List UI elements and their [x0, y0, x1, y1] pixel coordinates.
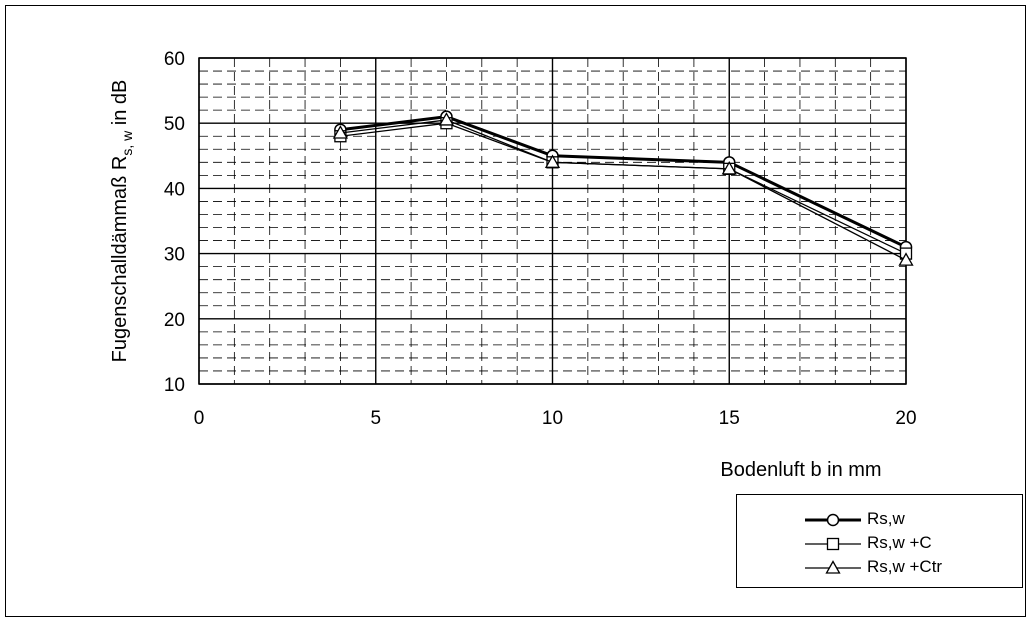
y-axis-title: Fugenschalldämmaß Rs, w in dB: [109, 80, 135, 363]
data-point-triangle: [438, 112, 455, 126]
data-point-triangle: [898, 252, 914, 266]
legend-label: Rs,w +C: [867, 533, 932, 552]
legend: Rs,w Rs,w +C Rs,w +Ctr: [736, 494, 1023, 588]
y-tick-label: 50: [164, 114, 185, 135]
x-tick-label: 5: [370, 408, 381, 429]
x-tick-labels: 0 5 10 15 20: [194, 408, 917, 429]
line-chart: 10 20 30 40 50 60 0 5 10 15 20 Fugenschalldämmaß …: [109, 49, 917, 481]
y-tick-label: 40: [164, 179, 185, 200]
legend-item-rs-w-ctr: Rs,w +Ctr: [737, 556, 1022, 580]
y-tick-label: 60: [164, 49, 185, 70]
legend-triangle-marker-icon: [805, 560, 861, 574]
x-tick-label: 20: [895, 408, 916, 429]
legend-label: Rs,w +Ctr: [867, 557, 943, 576]
legend-item-rs-w: Rs,w: [737, 508, 1022, 532]
data-point-triangle: [544, 154, 561, 168]
chart-frame: 10 20 30 40 50 60 0 5 10 15 20 Fugenschalldämmaß …: [5, 5, 1026, 617]
y-tick-labels: 10 20 30 40 50 60: [164, 49, 185, 396]
legend-label: Rs,w: [867, 509, 905, 528]
x-axis-title: Bodenluft b in mm: [720, 459, 881, 481]
y-tick-label: 20: [164, 310, 185, 331]
x-tick-label: 10: [542, 408, 563, 429]
y-tick-label: 10: [164, 375, 185, 396]
data-point-triangle: [721, 161, 737, 175]
plot-border: [198, 57, 907, 385]
x-tick-label: 0: [194, 408, 205, 429]
y-tick-label: 30: [164, 245, 185, 266]
legend-item-rs-w-c: Rs,w +C: [737, 532, 1022, 556]
legend-circle-marker-icon: [805, 513, 861, 527]
series-triangle: [332, 112, 914, 266]
data-point-triangle: [332, 125, 349, 139]
legend-square-marker-icon: [805, 537, 861, 551]
series-layer: [332, 110, 914, 266]
x-tick-label: 15: [719, 408, 740, 429]
